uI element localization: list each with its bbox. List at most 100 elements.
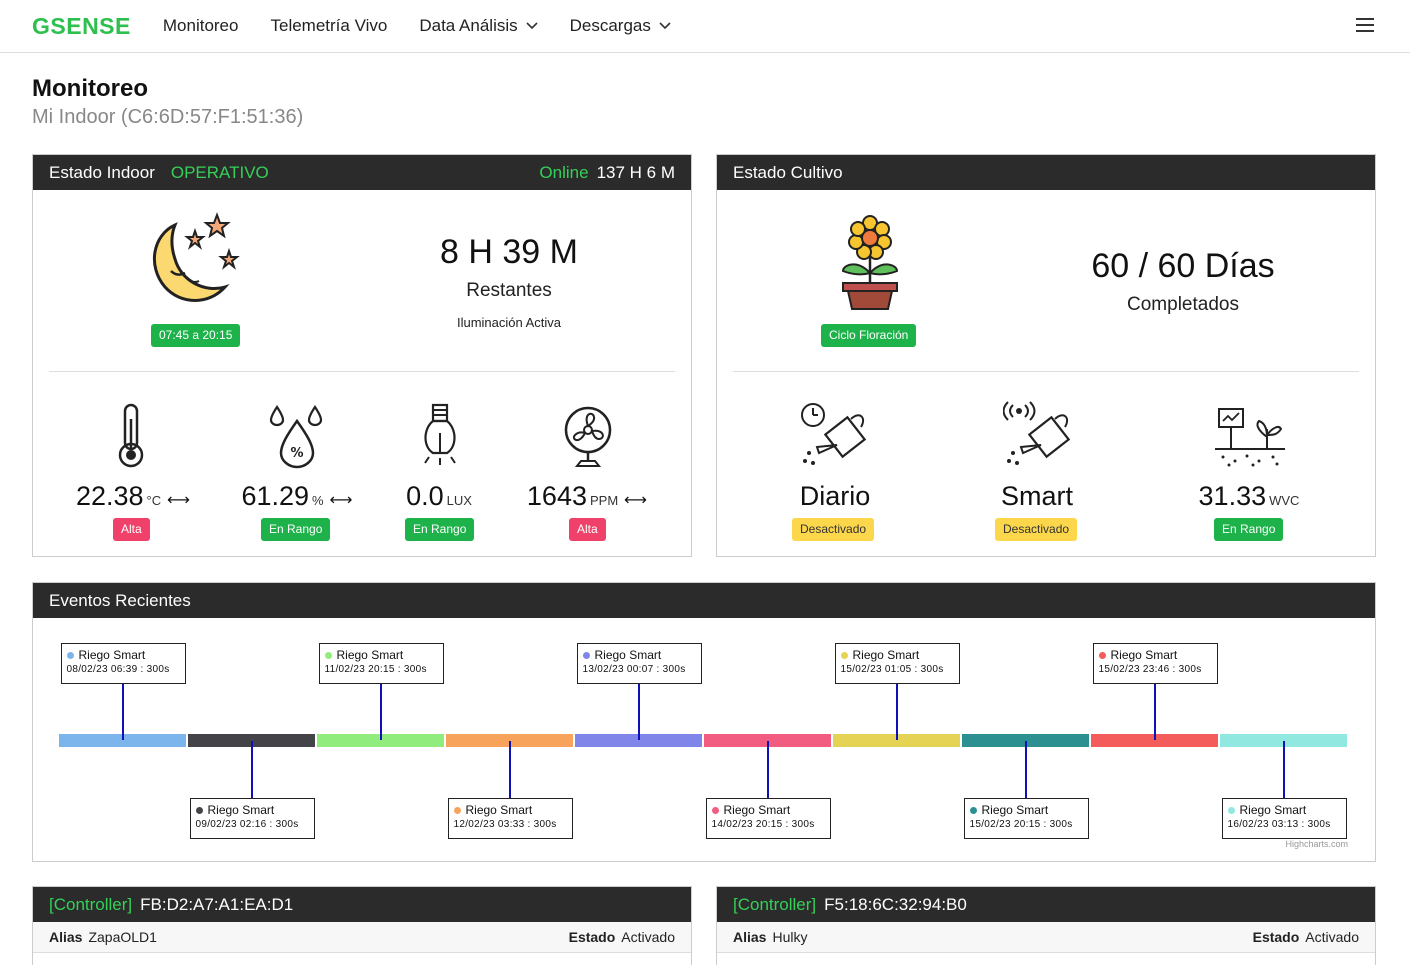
timeline-event-label[interactable]: Riego Smart 11/02/23 20:15 : 300s (318, 643, 444, 684)
remaining-label: Restantes (466, 280, 552, 301)
soil-humidity-number: 31.33 (1198, 481, 1267, 511)
event-color-dot (840, 651, 848, 659)
timeline-connector (1024, 741, 1027, 798)
nav-data-analisis[interactable]: Data Análisis (419, 16, 538, 36)
indoor-status: OPERATIVO (170, 162, 269, 182)
humidity-unit: % (312, 493, 324, 508)
controller-2-estado: Activado (1305, 929, 1359, 945)
timeline-connector (250, 741, 253, 798)
timeline-event-label[interactable]: Riego Smart 14/02/23 20:15 : 300s (705, 798, 831, 839)
indoor-title: Estado Indoor (49, 162, 155, 182)
timeline-segment[interactable] (962, 734, 1089, 747)
timeline-connector (379, 684, 382, 740)
event-name: Riego Smart (723, 803, 791, 817)
nav-data-analisis-label: Data Análisis (419, 16, 518, 35)
riego-diario-value: Diario (799, 481, 871, 511)
timeline-event-label[interactable]: Riego Smart 15/02/23 01:05 : 300s (834, 643, 960, 684)
controller-2-header: [Controller] F5:18:6C:32:94:B0 (717, 887, 1375, 922)
navbar: GSENSE Monitoreo Telemetría Vivo Data An… (0, 0, 1410, 53)
alias-label: Alias (49, 929, 83, 945)
event-color-dot (1227, 806, 1235, 814)
riego-smart-value: Smart (1000, 481, 1073, 511)
lux-unit: LUX (446, 493, 472, 508)
timeline-segment[interactable] (446, 734, 573, 747)
event-name: Riego Smart (594, 648, 662, 662)
nav-monitoreo-label: Monitoreo (162, 16, 239, 35)
watering-timer-icon (801, 403, 867, 465)
timeline-segment[interactable] (1091, 734, 1218, 747)
estado-label: Estado (1252, 929, 1300, 945)
riego-diario-badge: Desactivado (792, 518, 875, 541)
timeline-segment[interactable] (704, 734, 831, 747)
event-name: Riego Smart (1110, 648, 1178, 662)
temperature-value: 22.38 °C ⟷ (63, 481, 203, 512)
timeline-event-label[interactable]: Riego Smart 09/02/23 02:16 : 300s (189, 798, 315, 839)
humidity-badge: En Rango (261, 518, 331, 541)
timeline-event-label[interactable]: Riego Smart 15/02/23 20:15 : 300s (963, 798, 1089, 839)
trend-arrow-icon: ⟷ (167, 492, 191, 509)
hamburger-menu-icon[interactable] (1356, 18, 1374, 32)
timeline-event-label[interactable]: Riego Smart 13/02/23 00:07 : 300s (576, 643, 702, 684)
event-color-dot (324, 651, 332, 659)
humidity-value: 61.29% ⟷ (227, 481, 367, 512)
nav-descargas[interactable]: Descargas (570, 16, 671, 36)
brand-logo[interactable]: GSENSE (32, 12, 131, 39)
temperature-badge: Alta (113, 518, 150, 541)
event-color-dot (66, 651, 74, 659)
event-color-dot (711, 806, 719, 814)
night-moon-icon (152, 212, 240, 302)
controller-1-estado: Activado (621, 929, 675, 945)
lux-number: 0.0 (406, 481, 444, 511)
svg-text:%: % (290, 446, 303, 461)
temperature-unit: °C (146, 493, 162, 508)
alias-label: Alias (733, 929, 767, 945)
event-color-dot (582, 651, 590, 659)
online-label: Online (539, 162, 589, 182)
event-date: 11/02/23 20:15 : 300s (324, 664, 427, 675)
event-color-dot (1098, 651, 1106, 659)
ppm-badge: Alta (569, 518, 606, 541)
days-progress: 60 / 60 Días (1091, 247, 1275, 285)
timeline-event-label[interactable]: Riego Smart 08/02/23 06:39 : 300s (60, 643, 186, 684)
page-subtitle: Mi Indoor (C6:6D:57:F1:51:36) (32, 106, 304, 128)
timeline-segment[interactable] (1220, 734, 1347, 747)
nav-telemetria[interactable]: Telemetría Vivo (270, 16, 387, 36)
event-date: 12/02/23 03:33 : 300s (453, 819, 557, 830)
soil-humidity-badge: En Rango (1214, 518, 1284, 541)
controller-1-mac: FB:D2:A7:A1:EA:D1 (140, 894, 294, 914)
thermometer-icon (118, 403, 144, 468)
timeline-segment[interactable] (59, 734, 186, 747)
cultivo-panel-header: Estado Cultivo (717, 155, 1375, 190)
event-name: Riego Smart (78, 648, 146, 662)
timeline-segment[interactable] (188, 734, 315, 747)
lux-badge: En Rango (405, 518, 475, 541)
chart-credits[interactable]: Highcharts.com (1285, 839, 1348, 849)
trend-arrow-icon: ⟷ (329, 492, 353, 509)
timeline-event-label[interactable]: Riego Smart 12/02/23 03:33 : 300s (447, 798, 573, 839)
nav-monitoreo[interactable]: Monitoreo (163, 16, 239, 36)
ppm-number: 1643 (526, 481, 587, 511)
event-name: Riego Smart (336, 648, 404, 662)
event-name: Riego Smart (852, 648, 920, 662)
timeline-connector (508, 741, 511, 798)
timeline-event-label[interactable]: Riego Smart 16/02/23 03:13 : 300s (1221, 798, 1347, 839)
uptime-value: 137 H 6 M (596, 162, 675, 182)
timeline-segment[interactable] (833, 734, 960, 747)
temperature-number: 22.38 (75, 481, 144, 511)
timeline-segment[interactable] (575, 734, 702, 747)
timeline-segment[interactable] (317, 734, 444, 747)
events-panel-header: Eventos Recientes (33, 583, 1375, 618)
event-color-dot (969, 806, 977, 814)
remaining-time: 8 H 39 M (440, 233, 578, 271)
indoor-panel: Estado Indoor OPERATIVO Online 137 H 6 M… (32, 154, 692, 557)
flower-pot-icon (841, 215, 899, 310)
controller-2-info: Alias Hulky Estado Activado (717, 922, 1375, 953)
controller-1-header: [Controller] FB:D2:A7:A1:EA:D1 (33, 887, 691, 922)
event-date: 15/02/23 20:15 : 300s (969, 819, 1073, 830)
light-schedule-badge: 07:45 a 20:15 (151, 324, 241, 347)
indoor-panel-header: Estado Indoor OPERATIVO Online 137 H 6 M (33, 155, 691, 190)
lux-value: 0.0 LUX (369, 481, 509, 512)
timeline-event-label[interactable]: Riego Smart 15/02/23 23:46 : 300s (1092, 643, 1218, 684)
event-date: 09/02/23 02:16 : 300s (195, 819, 299, 830)
timeline-connector (766, 741, 769, 798)
